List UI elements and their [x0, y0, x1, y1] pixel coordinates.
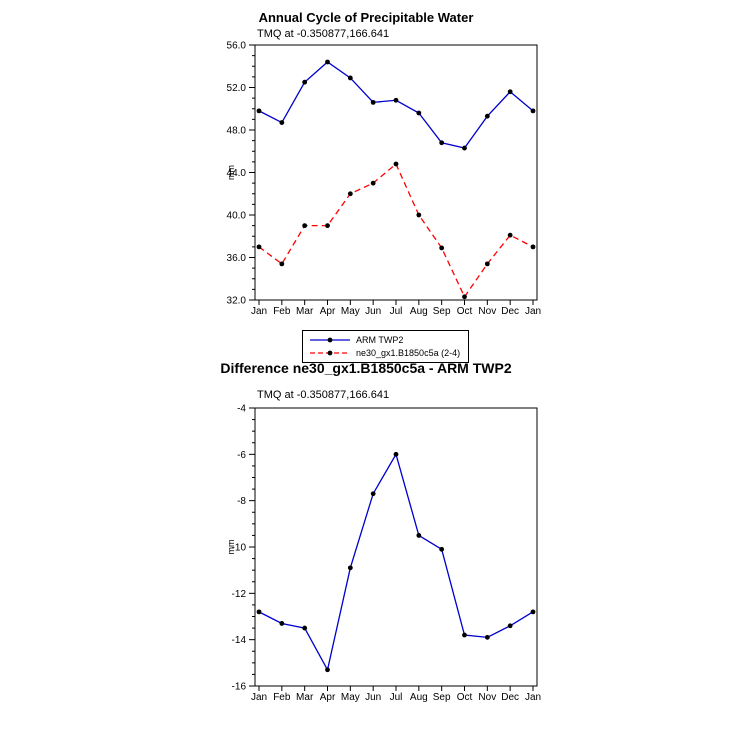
svg-text:36.0: 36.0 [227, 253, 247, 264]
svg-text:48.0: 48.0 [227, 126, 247, 137]
svg-text:-14: -14 [232, 635, 247, 646]
svg-text:May: May [341, 306, 360, 317]
svg-text:52.0: 52.0 [227, 83, 247, 94]
svg-text:-12: -12 [232, 589, 247, 600]
legend-label-arm-twp2: ARM TWP2 [356, 334, 404, 345]
svg-text:-6: -6 [237, 450, 246, 461]
svg-text:Oct: Oct [457, 692, 473, 703]
svg-text:Nov: Nov [478, 306, 496, 317]
difference-title: Difference ne30_gx1.B1850c5a - ARM TWP2 [220, 360, 512, 376]
svg-text:Sep: Sep [433, 306, 451, 317]
svg-text:Jul: Jul [390, 306, 403, 317]
legend-item-arm-twp2: ARM TWP2 [308, 333, 460, 346]
legend-label-ne30: ne30_gx1.B1850c5a (2-4) [356, 347, 461, 358]
svg-text:Sep: Sep [433, 692, 451, 703]
difference-subtitle: TMQ at -0.350877,166.641 [257, 389, 390, 401]
legend-box: ARM TWP2 ne30_gx1.B1850c5a (2-4) [302, 330, 470, 363]
svg-text:May: May [341, 692, 360, 703]
annual-cycle-subtitle: TMQ at -0.350877,166.641 [257, 28, 390, 40]
svg-text:Jun: Jun [365, 306, 381, 317]
svg-text:-8: -8 [237, 496, 246, 507]
svg-text:Nov: Nov [478, 692, 496, 703]
svg-text:mm: mm [226, 165, 236, 180]
svg-text:-16: -16 [232, 682, 247, 693]
legend-line-sample-solid [310, 337, 350, 342]
svg-text:Dec: Dec [501, 692, 519, 703]
svg-text:Feb: Feb [273, 306, 291, 317]
svg-text:Mar: Mar [296, 306, 314, 317]
legend-item-ne30: ne30_gx1.B1850c5a (2-4) [308, 346, 460, 359]
svg-text:32.0: 32.0 [227, 296, 247, 307]
svg-text:Jan: Jan [525, 306, 541, 317]
svg-text:Aug: Aug [410, 306, 428, 317]
svg-text:Apr: Apr [320, 692, 336, 703]
svg-text:Aug: Aug [410, 692, 428, 703]
svg-text:56.0: 56.0 [227, 41, 247, 52]
svg-text:-10: -10 [232, 543, 247, 554]
svg-text:-4: -4 [237, 404, 246, 415]
svg-text:Mar: Mar [296, 692, 314, 703]
svg-text:Apr: Apr [320, 306, 336, 317]
svg-text:mm: mm [226, 540, 236, 555]
svg-text:Oct: Oct [457, 306, 473, 317]
svg-text:Jan: Jan [525, 692, 541, 703]
legend-line-sample-dashed [310, 350, 350, 355]
svg-text:Jan: Jan [251, 692, 267, 703]
svg-text:44.0: 44.0 [227, 168, 247, 179]
svg-text:Jul: Jul [390, 692, 403, 703]
svg-text:Dec: Dec [501, 306, 519, 317]
svg-text:Jun: Jun [365, 692, 381, 703]
annual-cycle-title: Annual Cycle of Precipitable Water [258, 10, 474, 25]
svg-text:40.0: 40.0 [227, 211, 247, 222]
svg-text:Feb: Feb [273, 692, 291, 703]
svg-text:Jan: Jan [251, 306, 267, 317]
